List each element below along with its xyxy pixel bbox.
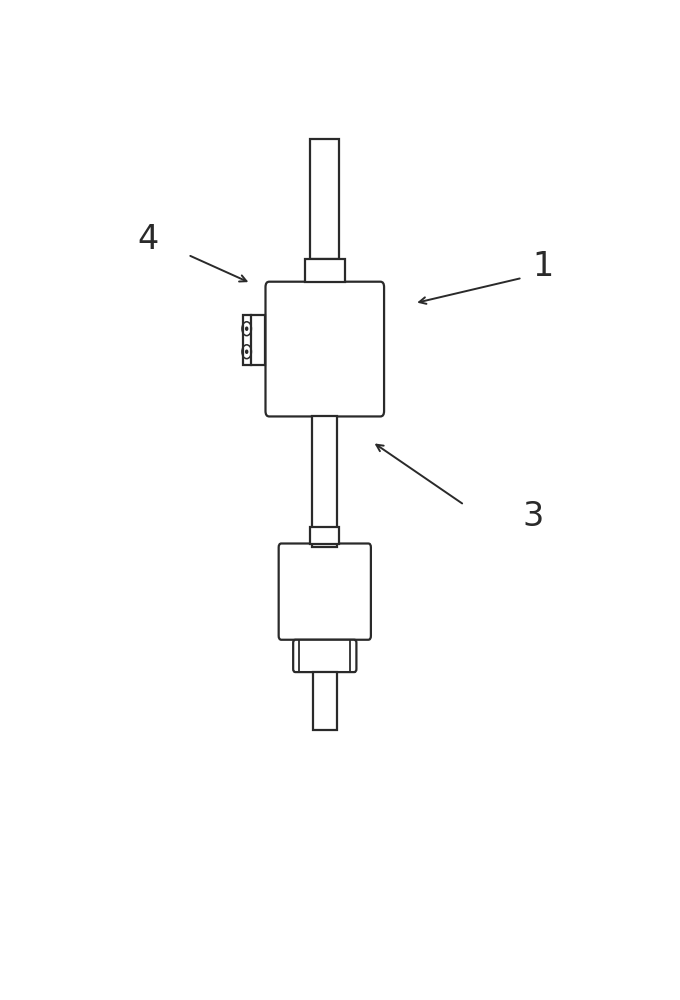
Text: 3: 3 bbox=[522, 500, 543, 533]
Text: 1: 1 bbox=[533, 250, 554, 283]
Circle shape bbox=[245, 350, 248, 353]
FancyBboxPatch shape bbox=[279, 544, 371, 640]
Bar bbox=[305, 259, 345, 282]
Bar bbox=[313, 672, 337, 730]
FancyBboxPatch shape bbox=[293, 640, 356, 672]
Bar bbox=[310, 527, 339, 544]
Bar bbox=[243, 315, 265, 365]
Bar bbox=[312, 416, 337, 547]
Bar bbox=[310, 139, 339, 259]
Circle shape bbox=[245, 327, 248, 330]
FancyBboxPatch shape bbox=[265, 282, 384, 416]
Text: 4: 4 bbox=[137, 223, 159, 256]
